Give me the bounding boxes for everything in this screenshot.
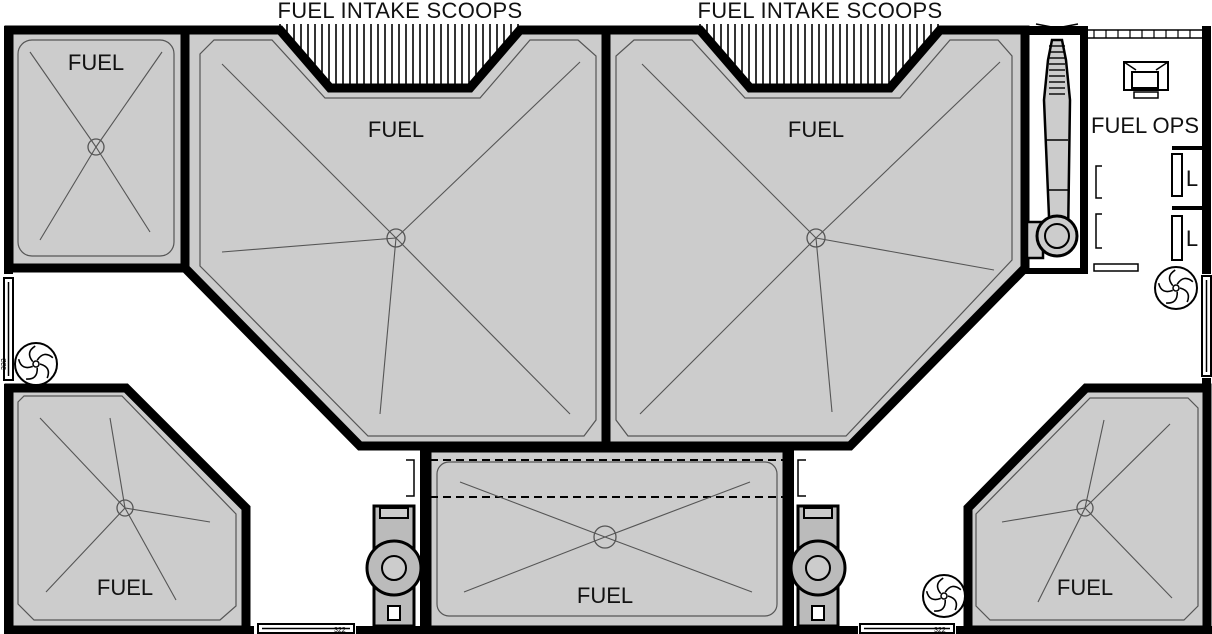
intake-label: FUEL INTAKE SCOOPS <box>697 0 942 23</box>
door-left-wall[interactable]: 322 <box>1 277 14 381</box>
tank-top-left: FUEL <box>4 25 194 273</box>
tank-label: FUEL <box>68 50 124 75</box>
vent-fan <box>1154 266 1198 310</box>
tank-main-left: FUEL <box>180 25 611 451</box>
door-code: 322 <box>934 627 946 634</box>
vent-fan <box>14 342 58 386</box>
tank-label: FUEL <box>577 583 633 608</box>
locker-label: L <box>1186 226 1198 251</box>
fuel-pump-right <box>789 504 847 628</box>
locker-label: L <box>1186 166 1198 191</box>
room-label: FUEL OPS <box>1091 113 1199 138</box>
intake-scoops-left: FUEL INTAKE SCOOPS <box>277 0 522 88</box>
door-right-wall[interactable]: 322 <box>1201 275 1212 377</box>
tank-bottom-left: FUEL <box>4 383 251 634</box>
vent-fans <box>14 266 1198 618</box>
fuel-pump-left <box>365 504 423 628</box>
door-bottom-right[interactable]: 322 <box>859 623 955 634</box>
door-bottom-left[interactable]: 322 <box>257 623 355 634</box>
door-code: 322 <box>1 358 8 370</box>
tank-bottom-right: FUEL <box>963 383 1212 634</box>
fuel-ops-room: FUEL OPS L L <box>1025 26 1202 274</box>
intake-scoops-right: FUEL INTAKE SCOOPS <box>697 0 942 88</box>
vent-fan <box>922 574 966 618</box>
tank-bottom-center: FUEL <box>422 443 792 634</box>
door-code: 322 <box>1208 286 1212 298</box>
tank-label: FUEL <box>788 117 844 142</box>
tank-label: FUEL <box>97 575 153 600</box>
door-code: 322 <box>334 627 346 634</box>
tank-main-right: FUEL <box>601 25 1030 451</box>
tank-label: FUEL <box>1057 575 1113 600</box>
fuel-probe <box>1025 23 1079 260</box>
intake-label: FUEL INTAKE SCOOPS <box>277 0 522 23</box>
tank-label: FUEL <box>368 117 424 142</box>
